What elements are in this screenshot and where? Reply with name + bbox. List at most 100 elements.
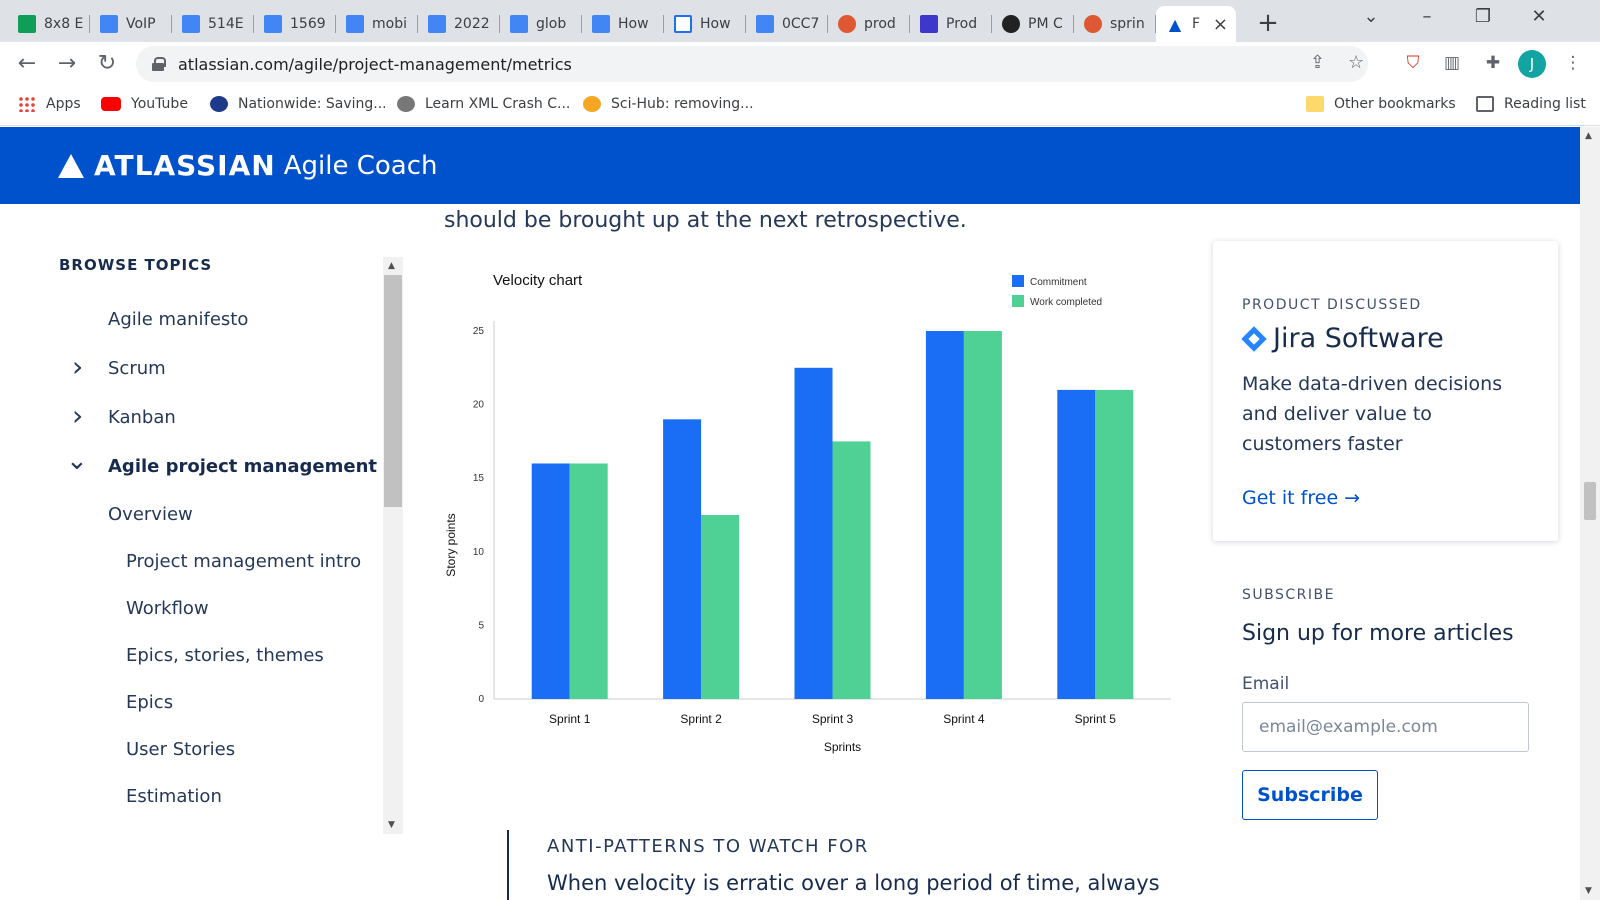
bookmark-youtube[interactable]: YouTube bbox=[101, 96, 188, 112]
sidebar-scroll-thumb[interactable] bbox=[384, 275, 402, 507]
bar-commitment bbox=[925, 331, 964, 699]
email-field[interactable] bbox=[1242, 702, 1529, 752]
tab[interactable]: How bbox=[664, 6, 746, 42]
sidebar-item-user-stories[interactable]: User Stories bbox=[126, 739, 236, 760]
reload-icon[interactable]: ↻ bbox=[97, 51, 117, 76]
subscribe-button[interactable]: Subscribe bbox=[1242, 770, 1378, 820]
y-tick-label: 20 bbox=[473, 400, 485, 411]
sidebar-item-agile-project-management[interactable]: Agile project management bbox=[108, 456, 378, 477]
page-scroll-down-icon[interactable]: ▼ bbox=[1585, 886, 1592, 896]
url-text: atlassian.com/agile/project-management/m… bbox=[178, 54, 572, 74]
tab[interactable]: glob bbox=[500, 6, 582, 42]
sidebar-item-project-management-intro[interactable]: Project management intro bbox=[126, 551, 362, 572]
doc-favicon-icon bbox=[346, 15, 364, 33]
tab[interactable]: 1569 bbox=[254, 6, 336, 42]
sidebar-item-kanban[interactable]: Kanban bbox=[108, 407, 176, 428]
tab-label: VoIP bbox=[126, 16, 156, 32]
sidebar-item-agile-manifesto[interactable]: Agile manifesto bbox=[108, 309, 249, 330]
chevron-down-icon[interactable]: ⌄ bbox=[66, 446, 88, 476]
close-window-icon[interactable]: ✕ bbox=[1531, 6, 1547, 27]
tab-separator bbox=[335, 15, 336, 33]
bar-work-completed bbox=[701, 515, 740, 699]
bookmark-other[interactable]: Other bookmarks bbox=[1306, 96, 1456, 112]
tab-label: Prod bbox=[946, 16, 978, 32]
page-scrollbar[interactable]: ▲ ▼ bbox=[1580, 127, 1600, 900]
sidebar-scrollbar[interactable]: ▲ ▼ bbox=[383, 257, 403, 834]
sidebar-item-workflow[interactable]: Workflow bbox=[126, 598, 209, 619]
tab-active[interactable]: ▲ F × bbox=[1156, 6, 1236, 42]
tab[interactable]: PM C bbox=[992, 6, 1074, 42]
extension-shield-icon[interactable]: ⛉ bbox=[1406, 53, 1420, 73]
tab[interactable]: 8x8 E bbox=[8, 6, 90, 42]
tab-separator bbox=[1155, 15, 1156, 33]
legend-swatch bbox=[1012, 275, 1024, 287]
sidebar-item-estimation[interactable]: Estimation bbox=[126, 786, 222, 807]
tab[interactable]: sprin bbox=[1074, 6, 1156, 42]
bookmark-apps[interactable]: Apps bbox=[18, 96, 81, 112]
chevron-right-icon[interactable]: › bbox=[72, 399, 84, 432]
tab-label: F bbox=[1192, 16, 1201, 32]
tab-separator bbox=[991, 15, 992, 33]
brand-name[interactable]: ATLASSIAN bbox=[94, 149, 276, 182]
bookmark-reading-list[interactable]: Reading list bbox=[1476, 96, 1586, 112]
bar-commitment bbox=[1057, 389, 1096, 699]
menu-kebab-icon[interactable]: ⋮ bbox=[1564, 53, 1582, 73]
extension-reader-icon[interactable]: ▥ bbox=[1443, 53, 1461, 73]
bookmark-nationwide[interactable]: Nationwide: Saving... bbox=[210, 96, 387, 112]
sidebar-item-epics-stories-themes[interactable]: Epics, stories, themes bbox=[126, 645, 324, 666]
site-header: ATLASSIAN Agile Coach bbox=[0, 127, 1580, 204]
chevron-right-icon[interactable]: › bbox=[72, 350, 84, 383]
forward-icon[interactable]: → bbox=[57, 51, 77, 76]
page-scroll-up-icon[interactable]: ▲ bbox=[1585, 131, 1592, 141]
atlassian-logo-icon[interactable] bbox=[58, 153, 84, 178]
tab-separator bbox=[499, 15, 500, 33]
scroll-down-icon[interactable]: ▼ bbox=[388, 820, 395, 830]
tab[interactable]: VoIP bbox=[90, 6, 172, 42]
product-card: PRODUCT DISCUSSED Jira Software Make dat… bbox=[1213, 241, 1558, 541]
tab-search-icon[interactable]: ⌄ bbox=[1363, 6, 1379, 27]
sidebar-item-epics[interactable]: Epics bbox=[126, 692, 174, 713]
bookmark-star-icon[interactable]: ☆ bbox=[1348, 52, 1365, 73]
product-title[interactable]: Jira Software bbox=[1241, 323, 1444, 354]
atl-favicon-icon: ▲ bbox=[1168, 14, 1182, 34]
tab[interactable]: mobi bbox=[336, 6, 418, 42]
back-icon[interactable]: ← bbox=[17, 51, 37, 76]
doc-favicon-icon bbox=[756, 15, 774, 33]
product-name[interactable]: Agile Coach bbox=[283, 150, 438, 181]
tab[interactable]: prod bbox=[828, 6, 910, 42]
x-axis-label: Sprints bbox=[824, 740, 861, 754]
tab-label: 1569 bbox=[290, 16, 326, 32]
tab-label: mobi bbox=[372, 16, 407, 32]
page-scroll-thumb[interactable] bbox=[1584, 482, 1596, 520]
get-it-free-link[interactable]: Get it free → bbox=[1242, 487, 1361, 509]
tab-label: prod bbox=[864, 16, 896, 32]
tab-label: glob bbox=[536, 16, 567, 32]
extensions-puzzle-icon[interactable]: ✚ bbox=[1485, 53, 1501, 73]
close-tab-icon[interactable]: × bbox=[1212, 13, 1228, 35]
sheet-favicon-icon bbox=[18, 15, 36, 33]
xml-icon bbox=[397, 96, 415, 112]
scroll-up-icon[interactable]: ▲ bbox=[388, 261, 395, 271]
tab[interactable]: 514E bbox=[172, 6, 254, 42]
tab[interactable]: 2022 bbox=[418, 6, 500, 42]
tab-separator bbox=[89, 15, 90, 33]
sidebar-item-overview[interactable]: Overview bbox=[108, 504, 193, 525]
doc-favicon-icon bbox=[264, 15, 282, 33]
share-icon[interactable]: ⇪ bbox=[1310, 52, 1326, 73]
tab[interactable]: How bbox=[582, 6, 664, 42]
minimize-icon[interactable]: – bbox=[1422, 6, 1432, 27]
bookmark-xml[interactable]: Learn XML Crash C... bbox=[397, 96, 570, 112]
product-description: Make data-driven decisions and deliver v… bbox=[1242, 373, 1503, 455]
profile-avatar[interactable]: J bbox=[1518, 50, 1546, 78]
bar-work-completed bbox=[1095, 389, 1134, 699]
tab[interactable]: Prod bbox=[910, 6, 992, 42]
velocity-chart: Velocity chart 0 5 10 15 20 25 Sprint 1 Sprint 2… bbox=[444, 257, 1175, 767]
tab-strip: 8x8 E VoIP 514E 1569 mobi 2022 glob How How 0CC7 p… bbox=[0, 0, 1600, 42]
sidebar-item-scrum[interactable]: Scrum bbox=[108, 358, 166, 379]
new-tab-button[interactable]: + bbox=[1257, 8, 1279, 38]
restore-icon[interactable]: ❐ bbox=[1474, 6, 1492, 27]
y-tick-label: 25 bbox=[473, 326, 485, 337]
tab[interactable]: 0CC7 bbox=[746, 6, 828, 42]
bookmark-scihub[interactable]: Sci-Hub: removing... bbox=[583, 96, 754, 112]
address-bar[interactable]: atlassian.com/agile/project-management/m… bbox=[136, 46, 1368, 82]
